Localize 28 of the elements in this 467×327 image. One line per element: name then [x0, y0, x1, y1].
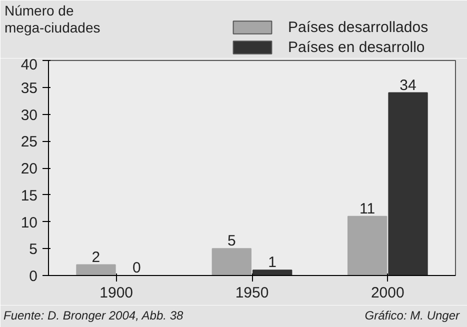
bar	[388, 92, 428, 276]
legend-label: Países en desarrollo	[288, 38, 425, 56]
bar	[212, 248, 252, 276]
source-note: Fuente: D. Bronger 2004, Abb. 38	[4, 308, 184, 322]
x-tick-label: 1900	[100, 284, 134, 302]
y-tick-label: 25	[20, 134, 38, 151]
data-label: 5	[227, 232, 236, 250]
text: Gráfico: M. Unger	[364, 308, 461, 322]
y-tick-label: 0	[29, 268, 38, 285]
data-label: 0	[132, 260, 141, 276]
data-label: 2	[92, 248, 100, 266]
x-tick-label: 2000	[370, 284, 404, 302]
bar	[76, 264, 116, 276]
y-tick-label: 10	[20, 214, 38, 232]
bar	[347, 216, 388, 276]
x-tick-label: 1950	[235, 284, 269, 302]
data-label: 11	[360, 200, 376, 218]
legend-label: Países desarrollados	[288, 18, 428, 36]
y-axis-title: Número de mega-ciudades	[4, 2, 100, 36]
y-tick-label: 5	[29, 241, 38, 258]
data-label: 1	[268, 254, 277, 272]
y-tick-label: 35	[20, 80, 38, 97]
y-tick-label: 40	[20, 56, 38, 74]
y-tick-label: 20	[20, 160, 38, 178]
data-label: 34	[400, 76, 416, 94]
bar	[252, 270, 292, 276]
y-tick-label: 15	[20, 187, 38, 204]
y-tick-label: 30	[20, 106, 38, 124]
